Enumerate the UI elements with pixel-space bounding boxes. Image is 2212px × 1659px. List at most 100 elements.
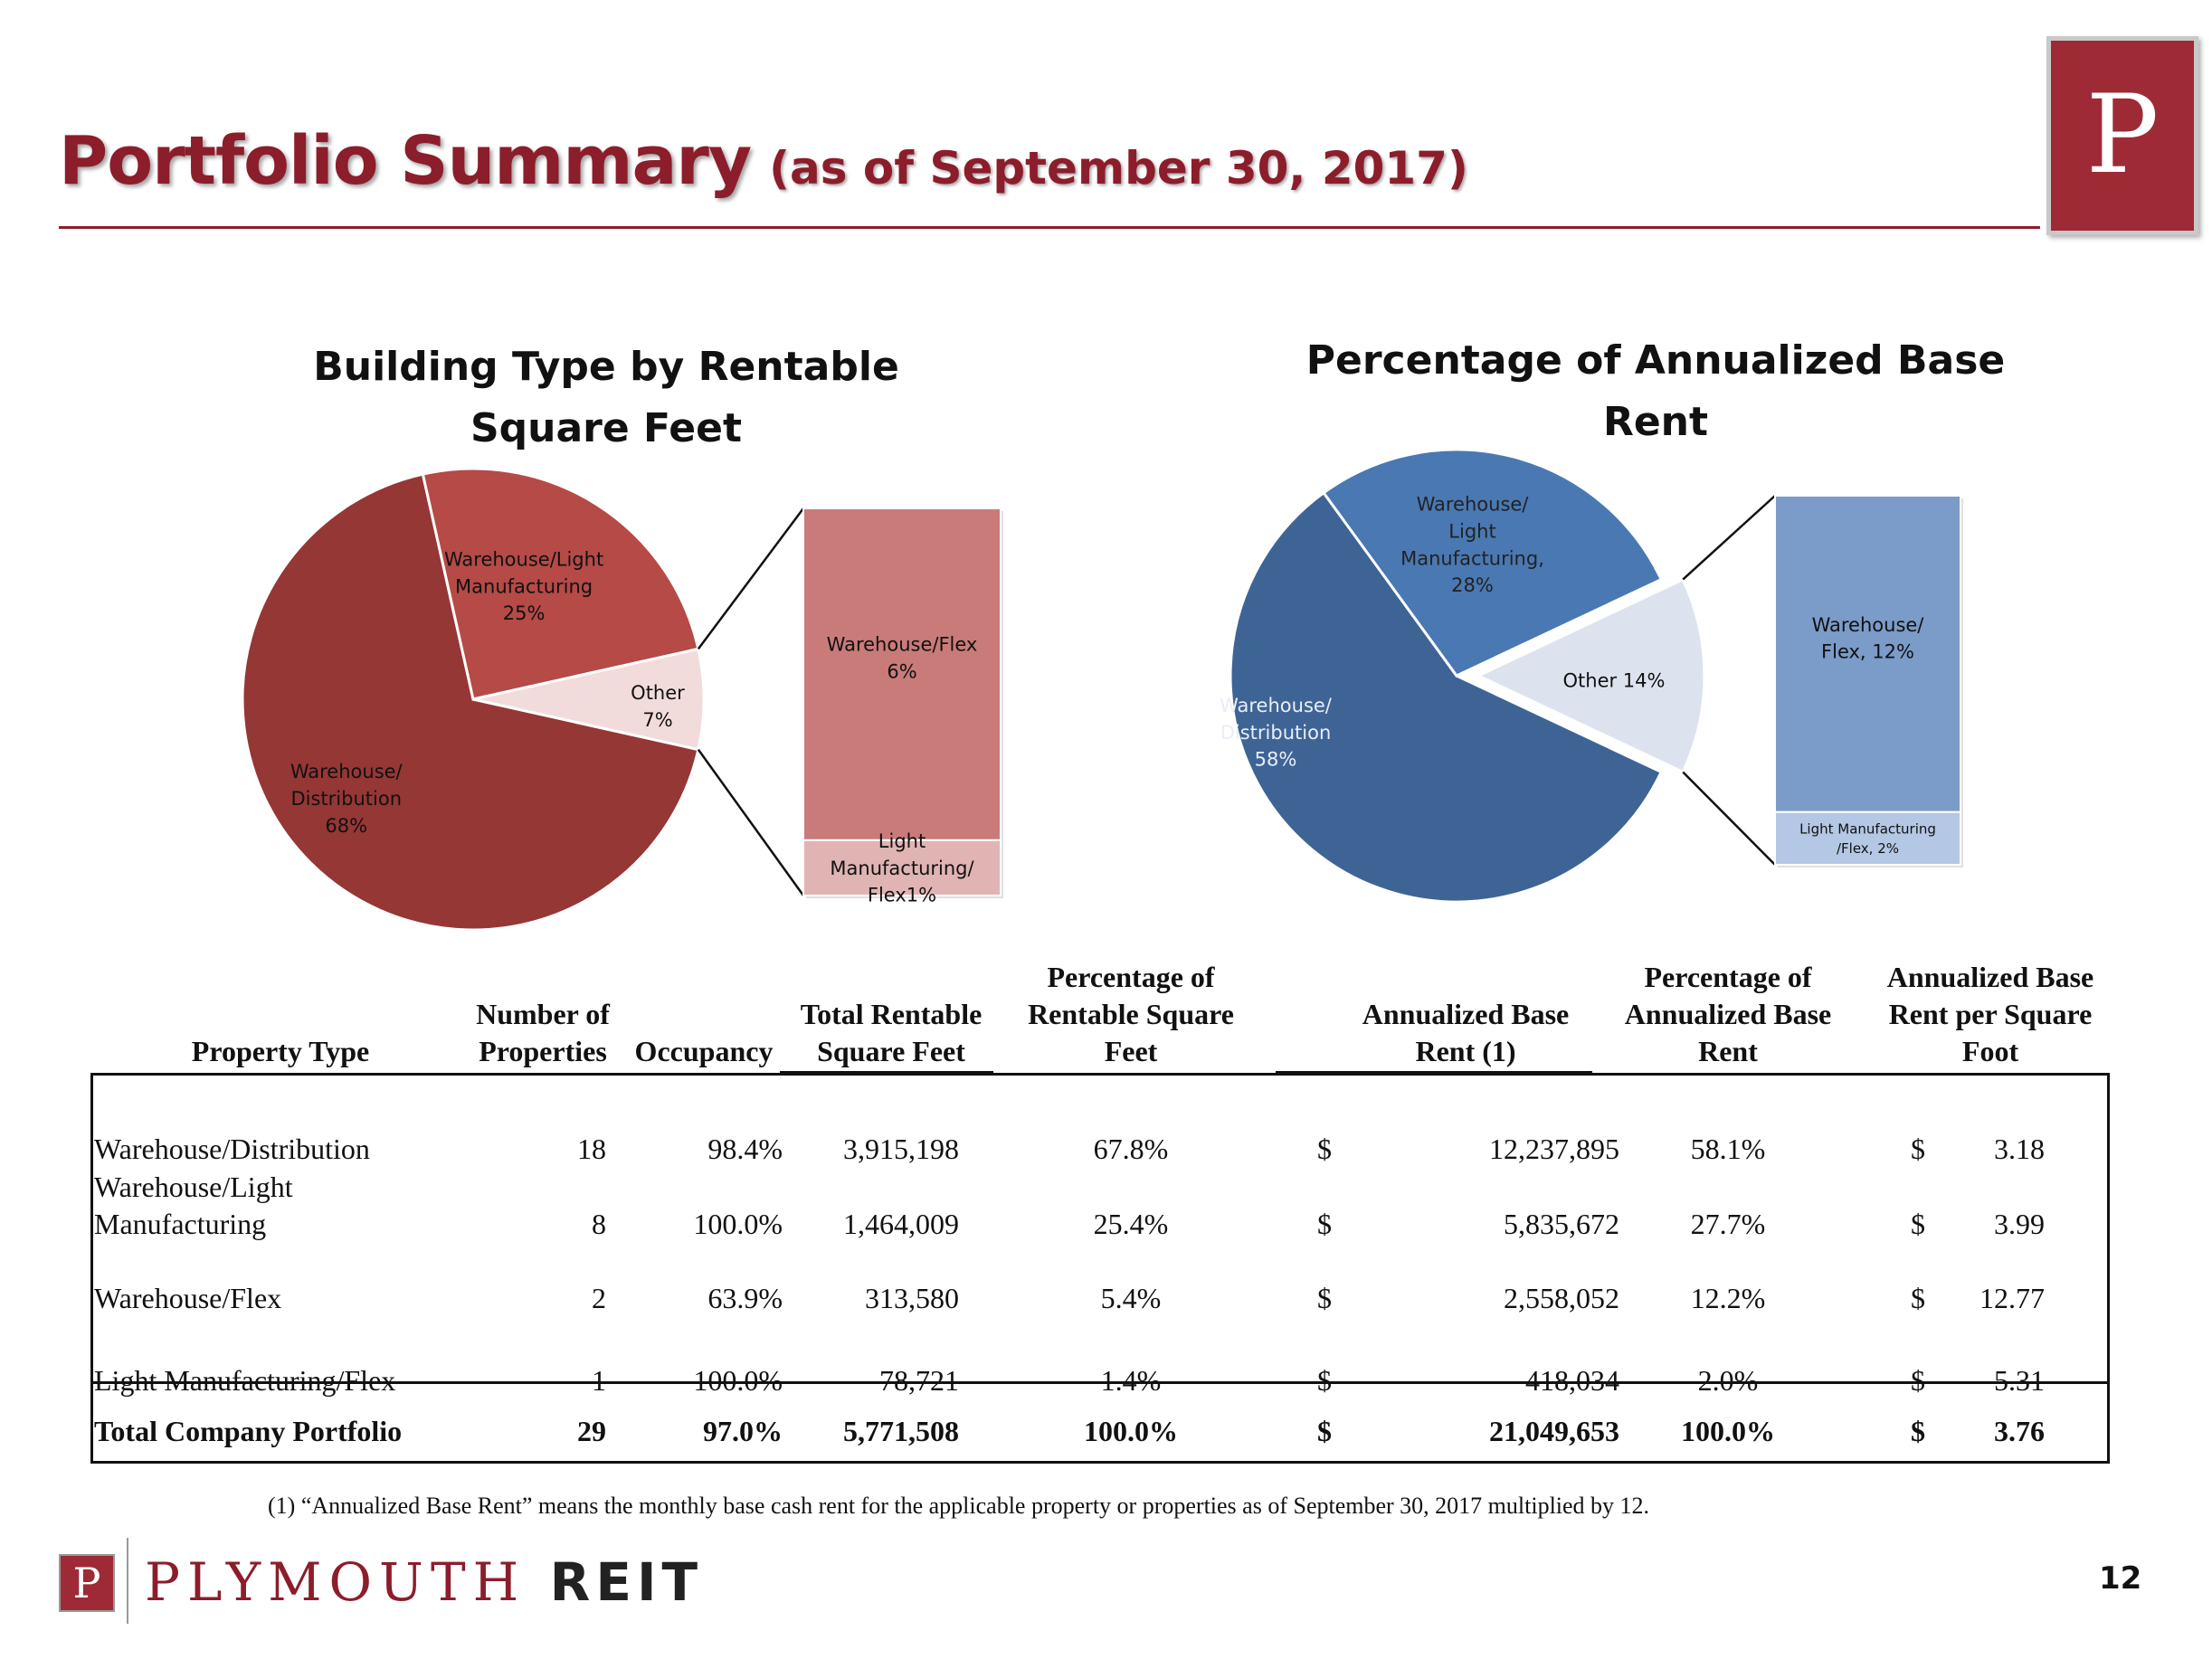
table-border xyxy=(90,1073,2110,1464)
table-row-3-sqft: 313,580 xyxy=(865,1282,959,1314)
table-row-1-currency-psf: $ xyxy=(1911,1133,1925,1165)
table-row-4-pct-abr: 2.0% xyxy=(1697,1364,1759,1397)
page-title: Portfolio Summary (as of September 30, 20… xyxy=(59,122,1468,200)
table-total-row-pct-sqft: 100.0% xyxy=(1084,1415,1178,1447)
table-row-4-property-type: Light Manufacturing/Flex xyxy=(94,1364,396,1397)
pie2-label-light-manufacturing: Warehouse/Light Manufacturing, 28% xyxy=(1400,494,1544,596)
table-row-1-currency-abr: $ xyxy=(1317,1133,1332,1165)
pie1-connector-bottom xyxy=(697,748,805,896)
table-row-1-abr: 12,237,895 xyxy=(1489,1133,1619,1165)
table-total-row-sqft: 5,771,508 xyxy=(843,1415,959,1447)
bar1-segment-light-manufacturing-flex xyxy=(802,839,1002,896)
col-number-of-properties: Number of Properties xyxy=(476,998,610,1067)
pie1-slice-other xyxy=(472,647,706,752)
footer-company-name: PLYMOUTH REIT xyxy=(145,1551,703,1613)
table-row-4-currency-abr: $ xyxy=(1317,1364,1332,1397)
header-underline-sqft xyxy=(780,1071,993,1073)
table-row-3-currency-psf: $ xyxy=(1911,1282,1925,1314)
pie1-slice-light-manufacturing xyxy=(421,467,700,701)
table-row-4-pct-sqft: 1.4% xyxy=(1100,1364,1162,1397)
footer-name-reit: REIT xyxy=(549,1551,704,1613)
table-row-2-occupancy: 100.0% xyxy=(693,1208,783,1240)
table-row-3-abr: 2,558,052 xyxy=(1504,1282,1619,1314)
table-total-row-property-type: Total Company Portfolio xyxy=(94,1415,403,1447)
table-row-3-abr-psf: 12.77 xyxy=(1979,1282,2045,1314)
table-row-2-abr-psf: 3.99 xyxy=(1994,1208,2045,1240)
page-number: 12 xyxy=(2099,1560,2142,1597)
header-underline-abr xyxy=(1276,1071,1592,1073)
table-row-4-occupancy: 100.0% xyxy=(693,1364,783,1397)
pie2-slice-light-manufacturing xyxy=(1321,448,1664,678)
table-row-2-pct-abr: 27.7% xyxy=(1690,1208,1766,1240)
pie1-label-distribution: Warehouse/Distribution 68% xyxy=(290,761,403,837)
table-total-row-currency-abr: $ xyxy=(1317,1415,1332,1447)
bar2-segment-warehouse-flex xyxy=(1774,495,1961,813)
brand-logo: P xyxy=(2046,36,2198,235)
pie-charts: Warehouse/Flex 6% Light Manufacturing/Flex1… xyxy=(241,448,1963,932)
table-row-3-pct-abr: 12.2% xyxy=(1690,1282,1766,1314)
table-row-4-abr: 418,034 xyxy=(1525,1364,1619,1397)
table-total-row-currency-psf: $ xyxy=(1911,1415,1925,1447)
pie2-connector-bottom xyxy=(1682,771,1776,866)
table-row-2-currency-psf: $ xyxy=(1911,1208,1925,1240)
table-total-row-abr-psf: 3.76 xyxy=(1994,1415,2045,1447)
footer-divider xyxy=(127,1538,128,1624)
table-row-1-pct-abr: 58.1% xyxy=(1690,1133,1766,1165)
table-row-2-sqft: 1,464,009 xyxy=(843,1208,959,1240)
table-row-4-currency-psf: $ xyxy=(1911,1364,1925,1397)
pie2-connector-top xyxy=(1682,495,1776,581)
table-row-1-property-type: Warehouse/Distribution xyxy=(94,1133,370,1165)
pie2-slice-other xyxy=(1475,577,1706,774)
footnote: (1) “Annualized Base Rent” means the mon… xyxy=(268,1493,1650,1519)
pie1-label-other: Other 7% xyxy=(631,682,685,731)
logo-letter: P xyxy=(2085,72,2160,198)
table-row-2-pct-sqft: 25.4% xyxy=(1093,1208,1169,1240)
table-total-row-abr: 21,049,653 xyxy=(1489,1415,1619,1447)
table-row-2-currency-abr: $ xyxy=(1317,1208,1332,1240)
title-date: (as of September 30, 2017) xyxy=(769,142,1468,194)
table-row-3-pct-sqft: 5.4% xyxy=(1100,1282,1162,1314)
table-row-1-occupancy: 98.4% xyxy=(707,1133,783,1165)
col-pct-annualized-base-rent: Percentage of Annualized Base Rent xyxy=(1624,961,1832,1067)
bar2-label-warehouse-flex: Warehouse/Flex, 12% xyxy=(1812,614,1925,663)
table-row-3-currency-abr: $ xyxy=(1317,1282,1332,1314)
col-occupancy: Occupancy xyxy=(634,1035,774,1067)
pie2-slice-distribution xyxy=(1229,490,1664,904)
table-total-row-pct-abr: 100.0% xyxy=(1681,1415,1775,1447)
title-main: Portfolio Summary xyxy=(59,122,752,200)
table-row-4-abr-psf: 5.31 xyxy=(1994,1364,2045,1397)
table-total-row-occupancy: 97.0% xyxy=(703,1415,783,1447)
portfolio-table: Property Type Number of Properties Occupanc… xyxy=(90,959,2126,1465)
bar1-label-light-manufacturing-flex: Light Manufacturing/Flex1% xyxy=(830,830,974,906)
pie1-label-light-manufacturing: Warehouse/Light Manufacturing 25% xyxy=(444,549,603,625)
table-row-3-properties: 2 xyxy=(592,1282,606,1314)
pie1-connector-top xyxy=(697,507,805,650)
table-row-1-sqft: 3,915,198 xyxy=(843,1133,959,1165)
table-row-4-properties: 1 xyxy=(592,1364,606,1397)
footer-name-plymouth: PLYMOUTH xyxy=(145,1551,527,1613)
table-row-1-pct-sqft: 67.8% xyxy=(1093,1133,1169,1165)
bar2-segment-light-manufacturing-flex xyxy=(1774,811,1961,867)
col-property-type: Property Type xyxy=(191,1035,370,1067)
footer-logo-icon: P xyxy=(59,1554,115,1612)
col-total-rentable-sqft: Total Rentable Square Feet xyxy=(800,998,983,1067)
chart2-title: Percentage of Annualized Base Rent xyxy=(1305,337,2006,445)
title-divider xyxy=(59,226,2040,229)
bar1-label-warehouse-flex: Warehouse/Flex 6% xyxy=(827,634,978,683)
table-row-4-sqft: 78,721 xyxy=(879,1364,959,1397)
pie1-slice-distribution xyxy=(241,472,700,932)
table-row-3-occupancy: 63.9% xyxy=(707,1282,783,1314)
table-total-row-properties: 29 xyxy=(577,1415,606,1447)
col-pct-rentable-sqft: Percentage of Rentable Square Feet xyxy=(1028,961,1234,1067)
pie2-label-distribution: Warehouse/Distribution 58% xyxy=(1220,695,1333,771)
bar2-label-light-manufacturing-flex: Light Manufacturing/Flex, 2% xyxy=(1799,820,1936,856)
table-row-2-abr: 5,835,672 xyxy=(1504,1208,1619,1240)
pie2-label-other: Other 14% xyxy=(1563,669,1666,691)
table-row-2-properties: 8 xyxy=(592,1208,606,1240)
table-row-3-property-type: Warehouse/Flex xyxy=(94,1282,282,1314)
bar1-segment-warehouse-flex xyxy=(802,507,1002,841)
col-annualized-base-rent: Annualized Base Rent (1) xyxy=(1362,998,1570,1067)
table-row-1-abr-psf: 3.18 xyxy=(1994,1133,2045,1165)
total-separator xyxy=(90,1381,2110,1384)
col-abr-per-sqft: Annualized Base Rent per Square Foot xyxy=(1886,961,2094,1067)
